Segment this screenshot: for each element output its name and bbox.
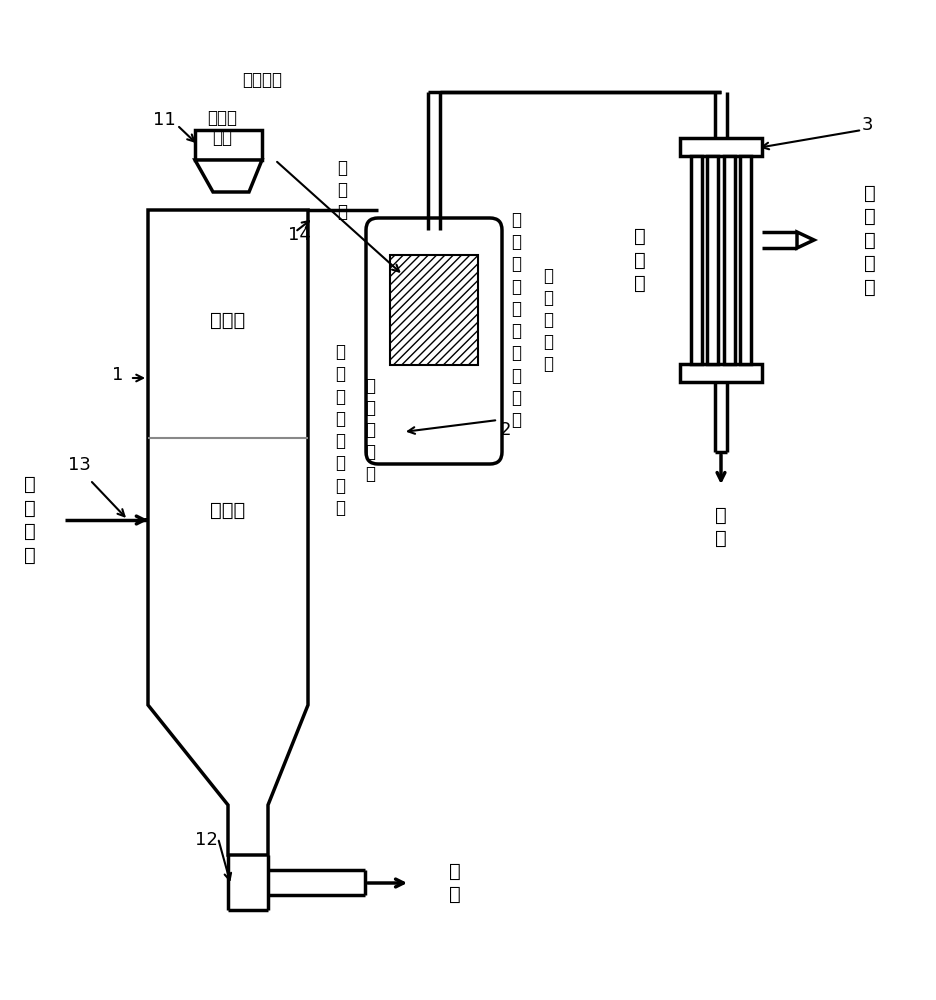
Polygon shape (797, 232, 813, 248)
Text: 恒温区: 恒温区 (211, 500, 245, 520)
Text: 挥
发
分: 挥 发 分 (337, 159, 346, 221)
Polygon shape (148, 210, 308, 855)
Text: 3: 3 (861, 116, 872, 134)
Text: （
第
二
段
）: （ 第 二 段 ） (543, 267, 552, 373)
Text: 14: 14 (287, 226, 311, 244)
Bar (389, 255, 477, 365)
Text: 11: 11 (153, 111, 176, 129)
Text: 加
氢
裂
解
油: 加 氢 裂 解 油 (863, 184, 875, 296)
Bar (690, 156, 701, 364)
Bar (707, 156, 718, 364)
Text: 冷
凝
器: 冷 凝 器 (634, 227, 645, 293)
Bar (739, 156, 751, 364)
Text: 固
定
床
催
化
加
氢
反
应
器: 固 定 床 催 化 加 氢 反 应 器 (510, 211, 520, 429)
Text: 2: 2 (500, 421, 511, 439)
Text: 气
体: 气 体 (714, 506, 726, 548)
Text: （
第
一
段
）: （ 第 一 段 ） (365, 377, 374, 483)
Polygon shape (195, 160, 262, 192)
Bar (680, 138, 761, 156)
Text: 催化剂: 催化剂 (207, 109, 237, 127)
Text: 1: 1 (112, 366, 124, 384)
FancyBboxPatch shape (366, 218, 502, 464)
Text: 13: 13 (68, 456, 91, 474)
Bar (680, 364, 761, 382)
Bar (195, 130, 262, 160)
Text: 原煤料仓: 原煤料仓 (241, 71, 282, 89)
Text: 加
压
氢
气: 加 压 氢 气 (24, 475, 36, 565)
Text: 升温区: 升温区 (211, 310, 245, 330)
Text: 床层: 床层 (212, 129, 232, 147)
Bar (723, 156, 734, 364)
Text: 移
动
床
热
解
反
应
器: 移 动 床 热 解 反 应 器 (335, 343, 344, 517)
Text: 半
焦: 半 焦 (448, 862, 461, 904)
Text: 12: 12 (195, 831, 218, 849)
